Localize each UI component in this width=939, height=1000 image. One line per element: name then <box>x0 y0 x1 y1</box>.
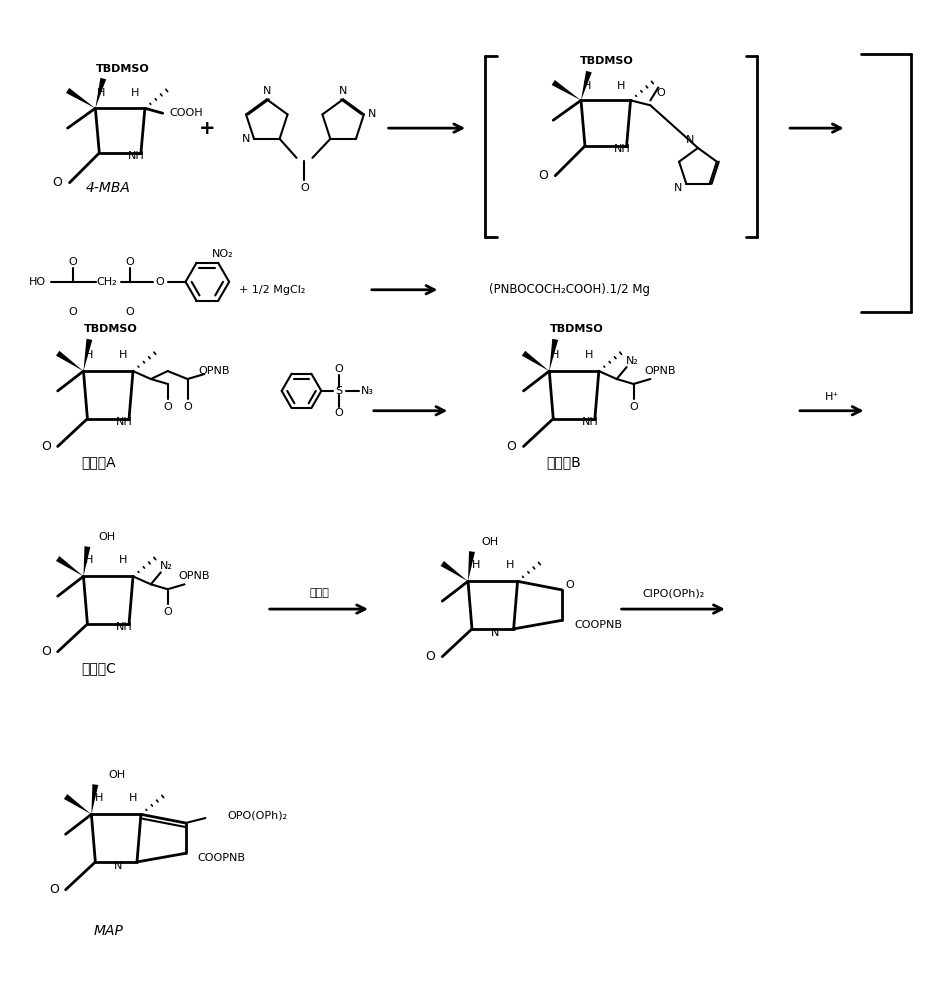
Text: O: O <box>41 645 51 658</box>
Text: OH: OH <box>99 532 115 542</box>
Text: O: O <box>300 183 309 193</box>
Text: H: H <box>585 350 593 360</box>
Text: (PNBOCOCH₂COOH).1/2 Mg: (PNBOCOCH₂COOH).1/2 Mg <box>488 283 650 296</box>
Text: O: O <box>538 169 548 182</box>
Polygon shape <box>91 784 99 814</box>
Polygon shape <box>84 339 92 371</box>
Text: 中间体A: 中间体A <box>81 455 115 469</box>
Text: O: O <box>69 307 77 317</box>
Text: 辛酸铑: 辛酸铑 <box>310 588 330 598</box>
Text: N: N <box>674 183 683 193</box>
Text: +: + <box>199 119 216 138</box>
Text: NH: NH <box>582 417 599 427</box>
Polygon shape <box>581 71 592 100</box>
Text: MAP: MAP <box>93 924 123 938</box>
Text: H: H <box>85 350 94 360</box>
Text: H: H <box>85 555 94 565</box>
Text: 中间体C: 中间体C <box>81 662 115 676</box>
Text: O: O <box>656 88 665 98</box>
Text: H: H <box>505 560 514 570</box>
Text: O: O <box>126 257 134 267</box>
Text: O: O <box>126 307 134 317</box>
Text: N: N <box>263 86 271 96</box>
Text: H: H <box>131 88 139 98</box>
Text: H: H <box>583 81 592 91</box>
Text: N: N <box>114 861 122 871</box>
Polygon shape <box>522 351 549 371</box>
Text: COOH: COOH <box>170 108 204 118</box>
Polygon shape <box>440 561 468 581</box>
Text: O: O <box>41 440 51 453</box>
Text: NH: NH <box>116 417 133 427</box>
Polygon shape <box>84 546 90 576</box>
Text: OH: OH <box>482 537 499 547</box>
Text: ClPO(OPh)₂: ClPO(OPh)₂ <box>642 588 704 598</box>
Text: N: N <box>490 628 499 638</box>
Text: N₃: N₃ <box>361 386 374 396</box>
Text: COOPNB: COOPNB <box>574 620 623 630</box>
Text: H: H <box>119 555 128 565</box>
Text: N: N <box>242 134 251 144</box>
Text: TBDMSO: TBDMSO <box>96 64 150 74</box>
Text: OPNB: OPNB <box>644 366 676 376</box>
Text: O: O <box>335 408 344 418</box>
Polygon shape <box>56 351 84 371</box>
Polygon shape <box>56 556 84 576</box>
Text: S: S <box>335 386 343 396</box>
Text: O: O <box>335 364 344 374</box>
Polygon shape <box>468 551 475 581</box>
Text: O: O <box>53 176 63 189</box>
Text: HO: HO <box>29 277 46 287</box>
Text: H: H <box>551 350 560 360</box>
Text: TBDMSO: TBDMSO <box>580 56 634 66</box>
Text: TBDMSO: TBDMSO <box>550 324 604 334</box>
Text: OPNB: OPNB <box>178 571 210 581</box>
Text: O: O <box>425 650 436 663</box>
Polygon shape <box>549 339 558 371</box>
Text: H: H <box>119 350 128 360</box>
Text: O: O <box>69 257 77 267</box>
Text: 中间体B: 中间体B <box>546 455 581 469</box>
Text: O: O <box>183 402 192 412</box>
Text: O: O <box>507 440 516 453</box>
Text: NO₂: NO₂ <box>211 249 233 259</box>
Text: O: O <box>163 402 172 412</box>
Text: O: O <box>49 883 58 896</box>
Text: H: H <box>97 88 105 98</box>
Text: H: H <box>129 793 137 803</box>
Text: N₂: N₂ <box>626 356 639 366</box>
Text: OPNB: OPNB <box>198 366 230 376</box>
Polygon shape <box>64 794 91 814</box>
Text: TBDMSO: TBDMSO <box>85 324 138 334</box>
Polygon shape <box>66 88 96 108</box>
Text: H: H <box>95 793 103 803</box>
Text: NH: NH <box>128 151 145 161</box>
Text: H: H <box>471 560 480 570</box>
Text: OH: OH <box>109 770 126 780</box>
Text: O: O <box>629 402 638 412</box>
Polygon shape <box>551 80 581 100</box>
Text: N₂: N₂ <box>161 561 173 571</box>
Text: NH: NH <box>116 622 133 632</box>
Text: COOPNB: COOPNB <box>197 853 245 863</box>
Text: 4-MBA: 4-MBA <box>85 181 131 195</box>
Text: CH₂: CH₂ <box>96 277 116 287</box>
Text: + 1/2 MgCl₂: + 1/2 MgCl₂ <box>239 285 305 295</box>
Text: N: N <box>367 109 376 119</box>
Text: H⁺: H⁺ <box>824 392 839 402</box>
Text: O: O <box>566 580 575 590</box>
Text: NH: NH <box>614 144 630 154</box>
Text: O: O <box>163 607 172 617</box>
Text: N: N <box>339 86 347 96</box>
Text: O: O <box>155 277 164 287</box>
Text: N: N <box>685 135 694 145</box>
Text: H: H <box>617 81 624 91</box>
Polygon shape <box>96 78 106 108</box>
Text: OPO(OPh)₂: OPO(OPh)₂ <box>227 810 287 820</box>
